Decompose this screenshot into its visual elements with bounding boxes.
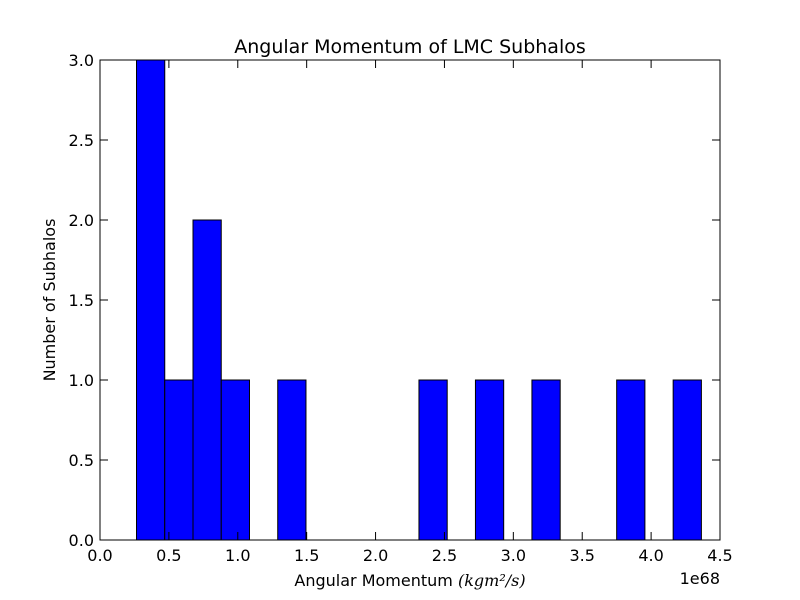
x-tick-label-5: 2.5 <box>432 546 457 565</box>
y-axis-label: Number of Subhalos <box>40 219 59 382</box>
histogram-bar-5 <box>418 379 448 541</box>
y-tick-label-1: 0.5 <box>69 451 94 470</box>
y-tick-label-5: 2.5 <box>69 131 94 150</box>
chart-title: Angular Momentum of LMC Subhalos <box>234 36 586 58</box>
y-tick-label-6: 3.0 <box>69 51 94 70</box>
histogram-bar-9 <box>672 379 702 541</box>
x-tick-label-3: 1.5 <box>294 546 319 565</box>
histogram-bar-2 <box>192 219 222 541</box>
x-tick-label-2: 1.0 <box>225 546 250 565</box>
x-tick-label-1: 0.5 <box>156 546 181 565</box>
histogram-bar-3 <box>220 379 250 541</box>
histogram-bar-8 <box>616 379 646 541</box>
x-axis-label-text: Angular Momentum <box>294 571 452 590</box>
x-axis-label: Angular Momentum (kgm²/s) <box>294 571 525 590</box>
x-tick-label-8: 4.0 <box>638 546 663 565</box>
x-tick-label-7: 3.5 <box>569 546 594 565</box>
y-tick-label-4: 2.0 <box>69 211 94 230</box>
ticks-group: 0.0 0.5 1.0 1.5 2.0 2.5 3.0 3.5 4.0 4.5 0.0 0.5 1.0 1… <box>69 51 733 565</box>
bars-group <box>136 59 702 541</box>
x-axis-scale-note: 1e68 <box>680 569 720 588</box>
x-tick-label-0: 0.0 <box>87 546 112 565</box>
histogram-bar-4 <box>277 379 307 541</box>
histogram-bar-1 <box>164 379 194 541</box>
histogram-bar-0 <box>136 59 166 541</box>
histogram-bar-6 <box>474 379 505 541</box>
y-tick-label-3: 1.5 <box>69 291 94 310</box>
x-tick-label-9: 4.5 <box>707 546 732 565</box>
x-tick-label-6: 3.0 <box>501 546 526 565</box>
histogram-bar-7 <box>531 379 561 541</box>
x-tick-label-4: 2.0 <box>363 546 388 565</box>
x-axis-label-unit: (kgm²/s) <box>458 571 526 590</box>
y-tick-label-2: 1.0 <box>69 371 94 390</box>
y-tick-label-0: 0.0 <box>69 531 94 550</box>
